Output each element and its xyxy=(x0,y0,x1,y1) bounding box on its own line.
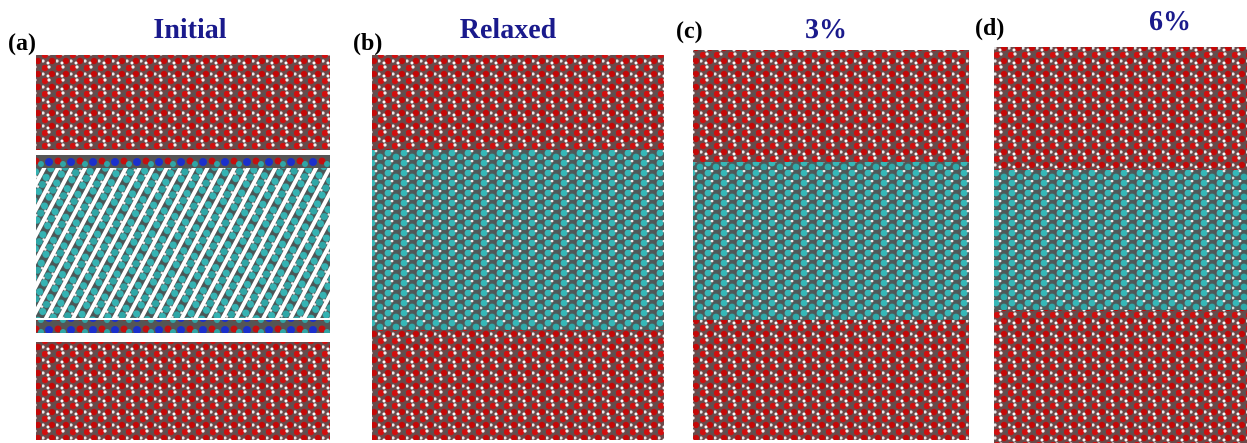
water-layer xyxy=(36,55,330,150)
panel-label: (a) xyxy=(8,30,36,56)
panel-a: (a) Initial xyxy=(8,14,330,440)
lipid-chains xyxy=(994,170,1247,310)
panel-label: (c) xyxy=(676,18,703,44)
panel-title: 6% xyxy=(1149,6,1191,37)
panel-title: Relaxed xyxy=(460,14,557,45)
panel-d: (d) 6% xyxy=(975,6,1247,443)
water-layer xyxy=(693,320,969,440)
panel-title: Initial xyxy=(153,14,226,45)
head-group-layer xyxy=(36,320,330,333)
lipid-chains xyxy=(693,162,969,320)
panel-label: (d) xyxy=(975,15,1004,41)
panel-c: (c) 3% xyxy=(676,14,969,440)
panel-title: 3% xyxy=(805,14,847,45)
water-layer xyxy=(994,47,1247,170)
figure: (a) Initial (b) Relaxed (c) 3% (d) 6% xyxy=(0,0,1247,443)
water-layer xyxy=(372,330,664,440)
water-layer xyxy=(372,55,664,150)
head-group-layer xyxy=(36,155,330,168)
lipid-chains xyxy=(372,150,664,330)
lipid-chains xyxy=(36,168,330,318)
panel-label: (b) xyxy=(353,30,382,56)
water-layer xyxy=(693,50,969,162)
water-layer xyxy=(36,342,330,440)
water-layer xyxy=(994,310,1247,443)
panel-b: (b) Relaxed xyxy=(353,14,664,440)
